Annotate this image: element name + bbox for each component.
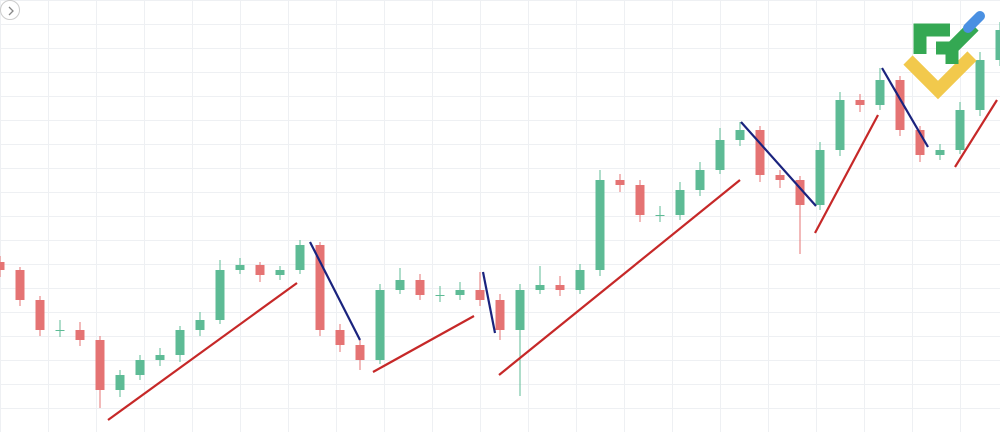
- trend-line: [481, 271, 497, 334]
- candle-body: [895, 80, 905, 130]
- trend-line: [309, 241, 361, 341]
- candle-body: [435, 295, 445, 296]
- candle-body: [455, 290, 465, 295]
- candle-body: [735, 130, 745, 140]
- candle-body: [675, 190, 685, 215]
- scroll-button[interactable]: [0, 0, 20, 20]
- candle-body: [875, 80, 885, 105]
- candle-body: [95, 340, 105, 390]
- candle-body: [535, 285, 545, 290]
- candle-body: [195, 320, 205, 330]
- trend-line: [740, 121, 817, 207]
- candle-body: [995, 30, 1000, 60]
- candle-body: [415, 280, 425, 295]
- candle-body: [635, 185, 645, 215]
- candle-body: [55, 330, 65, 331]
- trend-line: [498, 179, 741, 376]
- candle-body: [175, 330, 185, 355]
- candle-body: [515, 290, 525, 330]
- candle-body: [155, 355, 165, 360]
- candle-body: [955, 110, 965, 150]
- candle-body: [395, 280, 405, 290]
- candle-body: [0, 262, 5, 270]
- candle-body: [215, 270, 225, 320]
- candle-body: [275, 270, 285, 275]
- candle-body: [575, 270, 585, 290]
- candle-body: [775, 175, 785, 180]
- candle-body: [295, 245, 305, 270]
- candle-body: [235, 265, 245, 270]
- candle-body: [755, 130, 765, 175]
- candle-body: [835, 100, 845, 150]
- trend-line: [372, 315, 475, 373]
- candle-body: [35, 300, 45, 330]
- candle-body: [555, 285, 565, 290]
- candle-body: [75, 330, 85, 340]
- trend-line: [107, 282, 298, 421]
- logo: [903, 11, 985, 100]
- trend-line: [954, 99, 998, 168]
- candle-body: [915, 130, 925, 155]
- candle-body: [135, 360, 145, 375]
- candle-body: [115, 375, 125, 390]
- candle-body: [315, 245, 325, 330]
- candle-body: [355, 345, 365, 360]
- candle-body: [695, 170, 705, 190]
- candle-body: [975, 60, 985, 110]
- candle-body: [335, 330, 345, 345]
- trend-line: [814, 114, 879, 234]
- candle-body: [375, 290, 385, 360]
- candle-body: [815, 150, 825, 205]
- candle-body: [715, 140, 725, 170]
- candle-body: [615, 180, 625, 185]
- candle-body: [255, 265, 265, 275]
- trend-line: [881, 67, 929, 148]
- candle-body: [595, 180, 605, 270]
- candle-body: [655, 215, 665, 216]
- candle-body: [935, 150, 945, 155]
- candle-body: [495, 300, 505, 330]
- candle-body: [855, 100, 865, 105]
- candle-body: [475, 290, 485, 300]
- candle-body: [15, 270, 25, 300]
- candle-body: [795, 180, 805, 205]
